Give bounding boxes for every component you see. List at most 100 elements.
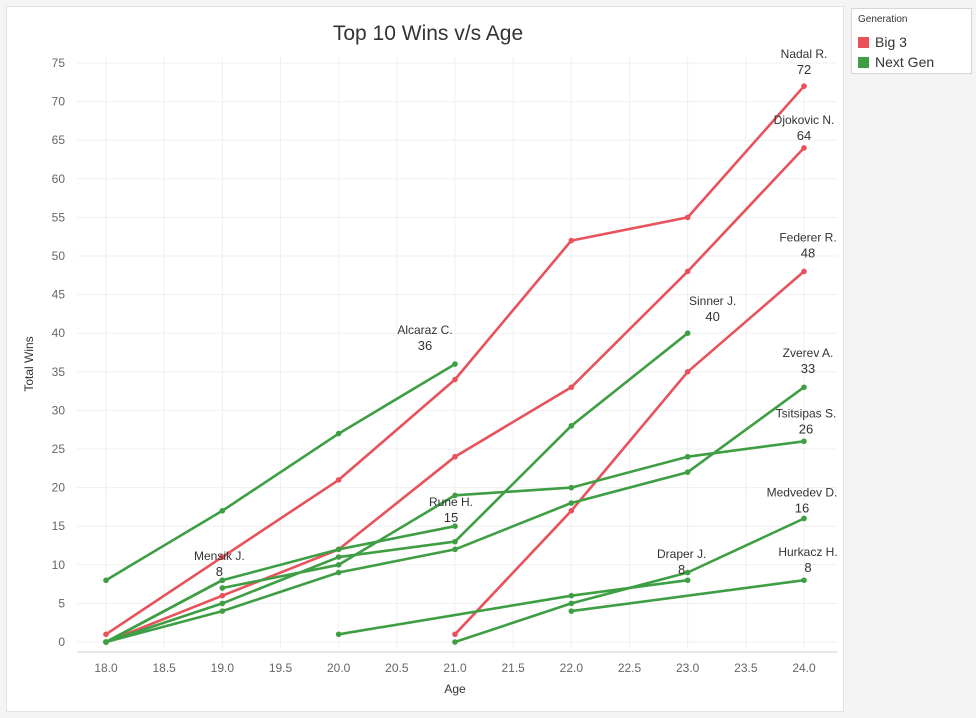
data-point-alcaraz-c (452, 361, 458, 367)
series-name-label-zverev-a: Zverev A. (783, 346, 834, 360)
y-tick-label: 50 (52, 249, 66, 263)
line-chart: Top 10 Wins v/s Age 18.0 18.5 19.0 19.5 20.0… (22, 22, 838, 696)
data-point-djokovic-n (801, 145, 807, 151)
data-point-zverev-a (452, 546, 458, 553)
data-point-federer-r (801, 268, 807, 275)
y-axis-label: Total Wins (22, 336, 36, 391)
data-point-djokovic-n (568, 384, 575, 391)
series-value-label-djokovic-n: 64 (797, 128, 811, 143)
data-point-mensik-j (219, 577, 226, 584)
data-point-medvedev-d (801, 515, 807, 522)
x-tick-label: 22.5 (618, 661, 642, 675)
data-point-tsitsipas-s (452, 492, 458, 499)
series-name-label-alcaraz-c: Alcaraz C. (397, 323, 452, 337)
data-point-nadal-r (452, 376, 458, 383)
data-point-draper-j (684, 577, 691, 584)
series-name-label-draper-j: Draper J. (657, 547, 706, 561)
data-point-alcaraz-c (103, 577, 109, 584)
x-tick-label: 21.0 (443, 661, 467, 675)
y-tick-label: 60 (52, 172, 66, 186)
data-point-nadal-r (684, 214, 691, 221)
y-tick-label: 70 (52, 95, 66, 109)
data-point-sinner-j (452, 538, 458, 545)
data-point-rune-h (335, 546, 342, 553)
x-tick-label: 19.5 (269, 661, 293, 675)
chart-title: Top 10 Wins v/s Age (333, 22, 523, 45)
series-value-label-tsitsipas-s: 26 (799, 421, 813, 436)
series-value-label-sinner-j: 40 (705, 309, 719, 324)
data-point-tsitsipas-s (568, 484, 575, 491)
series-value-label-zverev-a: 33 (801, 361, 815, 376)
data-point-tsitsipas-s (219, 585, 226, 591)
data-point-zverev-a (335, 569, 342, 576)
x-axis-label: Age (444, 682, 466, 696)
series-name-label-sinner-j: Sinner J. (689, 294, 736, 308)
legend: Generation Big 3 Next Gen (851, 8, 972, 74)
series-line-federer-r (454, 270, 805, 636)
series-line-mensik-j (105, 579, 223, 644)
series-line-sinner-j (105, 332, 689, 644)
series-name-label-nadal-r: Nadal R. (781, 47, 828, 61)
series-line-hurkacz-h (571, 578, 805, 613)
data-point-zverev-a (801, 384, 807, 391)
series-name-label-tsitsipas-s: Tsitsipas S. (776, 406, 837, 420)
data-point-nadal-r (219, 554, 226, 560)
data-point-hurkacz-h (801, 577, 807, 584)
data-point-draper-j (335, 631, 342, 638)
gridlines (77, 57, 837, 648)
data-point-sinner-j (568, 423, 575, 429)
data-point-alcaraz-c (335, 430, 342, 437)
x-tick-label: 19.0 (211, 661, 235, 675)
data-point-sinner-j (219, 600, 226, 607)
data-point-federer-r (452, 631, 458, 638)
series-line-tsitsipas-s (222, 440, 805, 590)
series-name-label-federer-r: Federer R. (779, 230, 836, 244)
y-tick-label: 0 (58, 635, 65, 649)
data-point-nadal-r (103, 631, 109, 638)
series-value-label-alcaraz-c: 36 (418, 338, 432, 353)
data-point-alcaraz-c (219, 507, 226, 514)
data-point-nadal-r (801, 83, 807, 89)
chart-panel: Top 10 Wins v/s Age 18.0 18.5 19.0 19.5 20.0… (6, 6, 844, 712)
data-point-djokovic-n (452, 453, 458, 460)
x-tick-label: 23.5 (734, 661, 758, 675)
x-tick-label: 18.5 (152, 661, 176, 675)
series-value-label-nadal-r: 72 (797, 62, 811, 77)
data-point-medvedev-d (684, 569, 691, 576)
series-value-label-rune-h: 15 (444, 510, 458, 525)
x-tick-label: 21.5 (501, 661, 525, 675)
series-name-label-mensik-j: Mensik J. (194, 549, 245, 563)
data-point-zverev-a (684, 469, 691, 475)
data-point-zverev-a (219, 608, 226, 614)
data-point-hurkacz-h (568, 608, 575, 614)
series-value-label-medvedev-d: 16 (795, 500, 809, 515)
y-tick-label: 45 (52, 288, 66, 302)
y-tick-label: 25 (52, 442, 66, 456)
data-point-federer-r (684, 369, 691, 375)
data-point-mensik-j (103, 639, 109, 645)
y-tick-label: 55 (52, 210, 66, 224)
y-tick-label: 15 (52, 519, 66, 533)
legend-item-next-gen[interactable]: Next Gen (858, 54, 968, 70)
series-name-label-medvedev-d: Medvedev D. (767, 485, 838, 499)
data-point-nadal-r (568, 237, 575, 244)
data-point-federer-r (568, 507, 575, 514)
series-name-label-rune-h: Rune H. (429, 495, 473, 509)
axes: 18.0 18.5 19.0 19.5 20.0 20.5 21.0 21.5 22.0 22.5… (52, 56, 837, 675)
legend-label-next-gen: Next Gen (875, 54, 935, 70)
y-tick-label: 30 (52, 403, 66, 417)
legend-title: Generation (858, 14, 908, 25)
data-point-djokovic-n (219, 592, 226, 599)
series-value-label-hurkacz-h: 8 (804, 560, 811, 575)
y-tick-label: 75 (52, 56, 66, 70)
y-tick-label: 65 (52, 133, 66, 147)
data-point-medvedev-d (568, 600, 575, 607)
x-tick-label: 22.0 (560, 661, 584, 675)
x-tick-label: 24.0 (792, 661, 816, 675)
x-tick-label: 23.0 (676, 661, 700, 675)
series-lines (103, 83, 807, 645)
data-labels: Nadal R.72 Djokovic N.64 Federer R.48 Alcar… (194, 47, 838, 579)
y-tick-label: 10 (52, 558, 66, 572)
legend-label-big-3: Big 3 (875, 34, 907, 50)
legend-item-big-3[interactable]: Big 3 (858, 34, 968, 50)
